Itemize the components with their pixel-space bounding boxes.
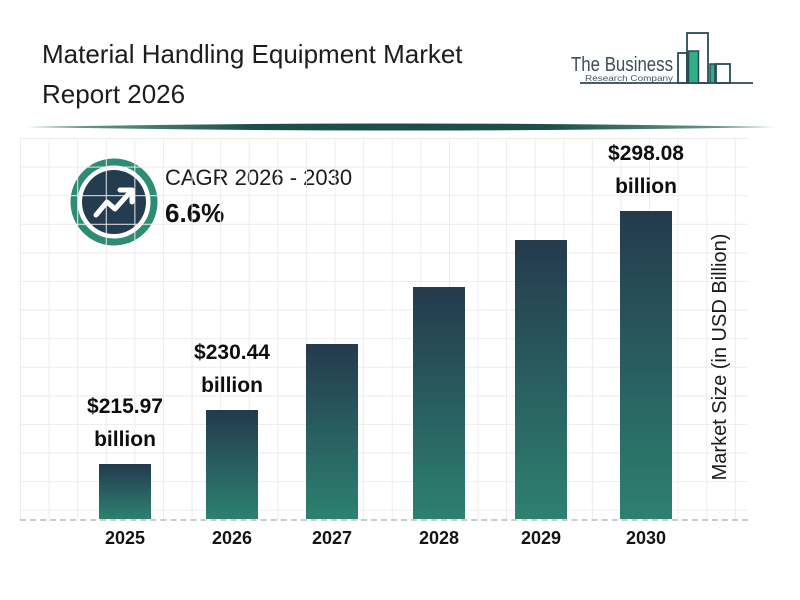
bar-2029 (515, 240, 567, 519)
company-logo: The Business Research Company (555, 24, 770, 96)
bar-2025 (99, 464, 151, 519)
divider-rule (25, 123, 775, 131)
page-title-line-2: Report 2026 (42, 79, 186, 109)
bar-2030 (620, 211, 672, 519)
bar-2026 (206, 410, 258, 519)
bar-chart-area: $215.97 billion $230.44 billion $298.08 billi… (20, 138, 748, 521)
year-label-2029: 2029 (520, 528, 562, 548)
year-label-2030: 2030 (625, 528, 667, 548)
value-label-2030: $298.08 billion (608, 142, 684, 198)
year-label-2027: 2027 (311, 528, 353, 548)
year-label-2028: 2028 (418, 528, 460, 548)
year-label-2025: 2025 (104, 528, 146, 548)
logo-subtitle: Research Company (585, 73, 674, 83)
page-title-line-1: Material Handling Equipment Market (42, 39, 463, 69)
logo-bars-icon: The Business Research Company (571, 32, 753, 84)
year-label-2026: 2026 (211, 528, 253, 548)
value-label-2026: $230.44 billion (194, 341, 270, 397)
y-axis-label: Market Size (in USD Billion) (709, 233, 731, 481)
value-label-2025: $215.97 billion (87, 395, 163, 451)
logo-name: The Business (571, 54, 673, 76)
x-axis-labels: 2025 2026 2027 2028 2029 2030 (20, 528, 748, 554)
bar-2028 (413, 287, 465, 519)
page-title: Material Handling Equipment Market Repor… (42, 34, 562, 114)
bar-2027 (306, 344, 358, 519)
